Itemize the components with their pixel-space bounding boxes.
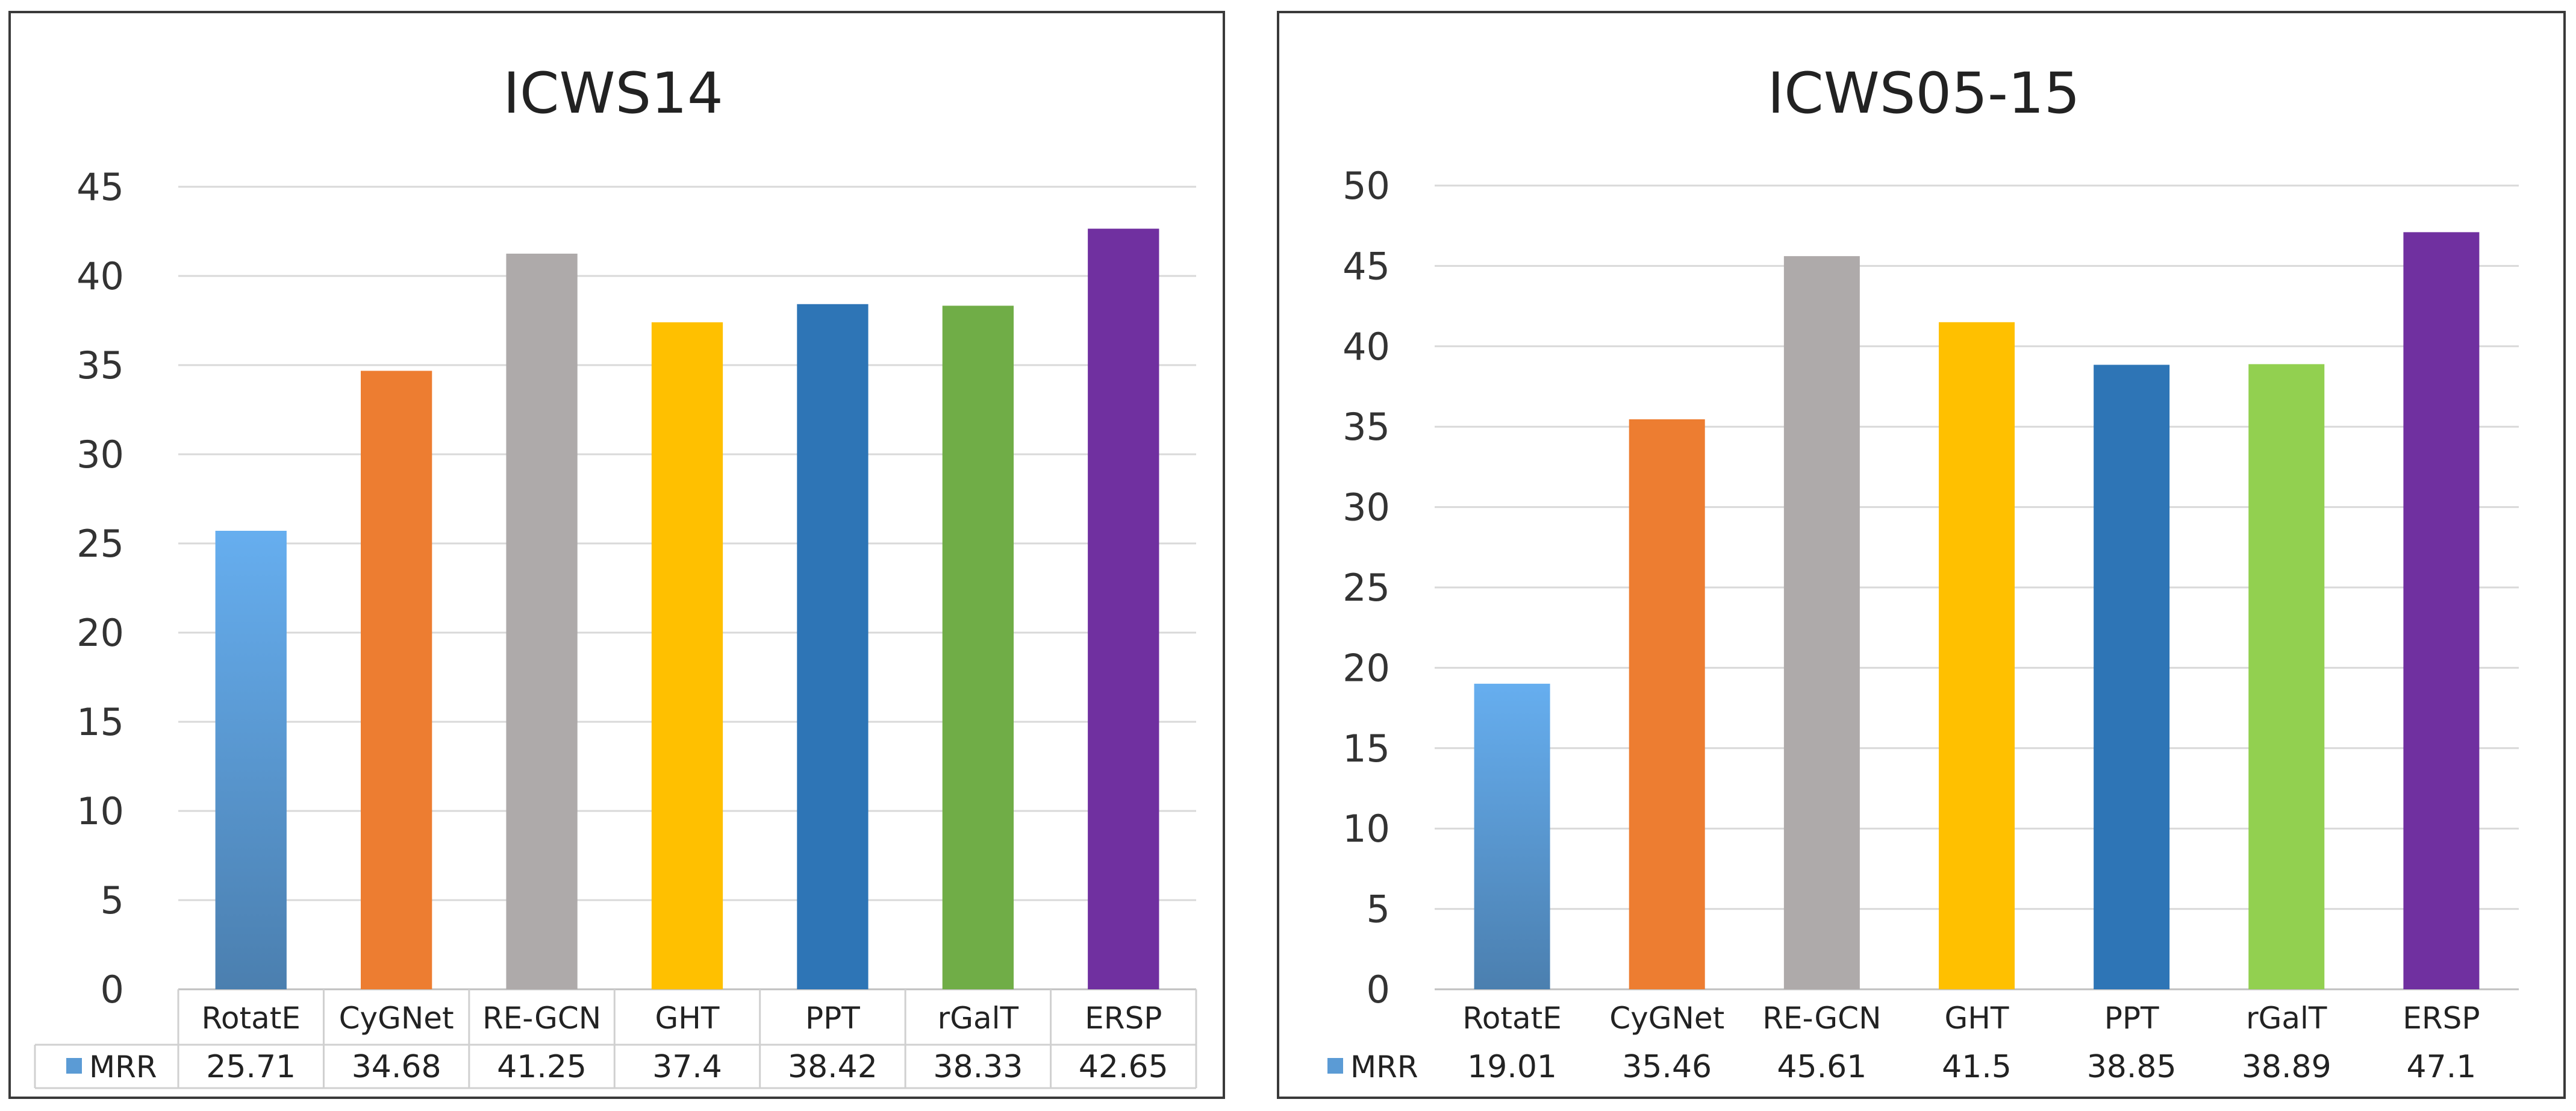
data-table-value: 25.71 [206,1049,296,1085]
y-tick-label: 25 [1343,566,1390,610]
category-label: rGalT [2246,1001,2327,1036]
bar-cygnet [1629,419,1705,989]
chart-icws05-15: ICWS05-15 0 5 10 15 20 25 30 35 40 45 50 RotatE 19.01… [1327,61,2519,1085]
chart-panel-icws14: ICWS14 0 5 10 15 20 25 30 35 40 45 RotatE 25.71 CyGNe… [8,11,1225,1099]
bar-re-gcn [506,254,578,989]
data-table-value: 37.4 [652,1049,722,1085]
bar-ppt [797,304,869,989]
category-label: GHT [655,1001,720,1036]
category-label: CyGNet [339,1001,454,1036]
y-tick-label: 35 [76,343,124,387]
legend-label: MRR [1350,1050,1418,1084]
y-tick-label: 20 [1343,646,1390,690]
y-tick-label: 10 [76,789,124,833]
y-tick-label: 25 [76,522,124,566]
bar-ght [651,322,723,990]
data-table-value: 41.5 [1942,1049,2012,1085]
y-tick-label: 15 [76,700,124,744]
category-label: PPT [805,1001,860,1036]
y-tick-label: 30 [76,433,124,477]
category-label: CyGNet [1609,1001,1724,1036]
category-label: RE-GCN [1762,1001,1881,1036]
data-table-value: 34.68 [352,1049,441,1085]
data-table-grid [34,989,1197,1089]
y-tick-label: 45 [1343,244,1390,288]
data-table-value: 35.46 [1622,1049,1712,1085]
y-tick-label: 35 [1343,405,1390,449]
y-tick-label: 30 [1343,486,1390,530]
category-label: rGalT [938,1001,1019,1036]
category-label: GHT [1945,1001,2009,1036]
y-tick-label: 45 [76,165,124,209]
bar-rotate [215,530,287,989]
category-label: RotatE [201,1001,301,1036]
y-tick-label: 15 [1343,727,1390,771]
bar-ght [1939,322,2015,989]
y-tick-label: 40 [76,254,124,298]
bar-rgalt [2248,364,2325,989]
bar-cygnet [360,371,432,990]
chart-title: ICWS14 [503,61,723,127]
category-label: ERSP [2403,1001,2480,1036]
chart-title: ICWS05-15 [1767,61,2080,127]
y-tick-label: 40 [1343,325,1390,369]
chart-panel-icws05-15: ICWS05-15 0 5 10 15 20 25 30 35 40 45 50 RotatE 19.01… [1277,11,2566,1099]
bar-ersp [2403,232,2480,989]
y-tick-label: 5 [101,878,124,922]
data-table-value: 41.25 [497,1049,587,1085]
bar-re-gcn [1783,256,1860,989]
data-table-value: 19.01 [1467,1049,1557,1085]
chart-icws14: ICWS14 0 5 10 15 20 25 30 35 40 45 RotatE 25.71 CyGNe… [34,61,1197,1089]
data-table-value: 45.61 [1777,1049,1867,1085]
data-table-value: 42.65 [1079,1049,1168,1085]
data-table-value: 47.1 [2407,1049,2477,1085]
category-label: PPT [2104,1001,2159,1036]
bar-rgalt [942,305,1014,989]
category-label: ERSP [1085,1001,1162,1036]
y-tick-label: 0 [101,968,124,1012]
data-table-value: 38.33 [933,1049,1023,1085]
y-tick-label: 10 [1343,807,1390,851]
data-table-value: 38.85 [2087,1049,2177,1085]
y-tick-label: 5 [1367,887,1390,931]
category-label: RE-GCN [482,1001,601,1036]
bar-rotate [1474,683,1550,989]
bar-ersp [1088,228,1159,989]
y-tick-label: 0 [1367,968,1390,1012]
data-table-value: 38.42 [788,1049,878,1085]
category-label: RotatE [1462,1001,1562,1036]
bar-ppt [2094,365,2170,990]
legend-swatch [1327,1058,1343,1074]
data-table-value: 38.89 [2242,1049,2331,1085]
legend-swatch [66,1058,82,1074]
y-tick-label: 20 [76,611,124,655]
legend-label: MRR [89,1050,157,1084]
y-tick-label: 50 [1343,164,1390,208]
